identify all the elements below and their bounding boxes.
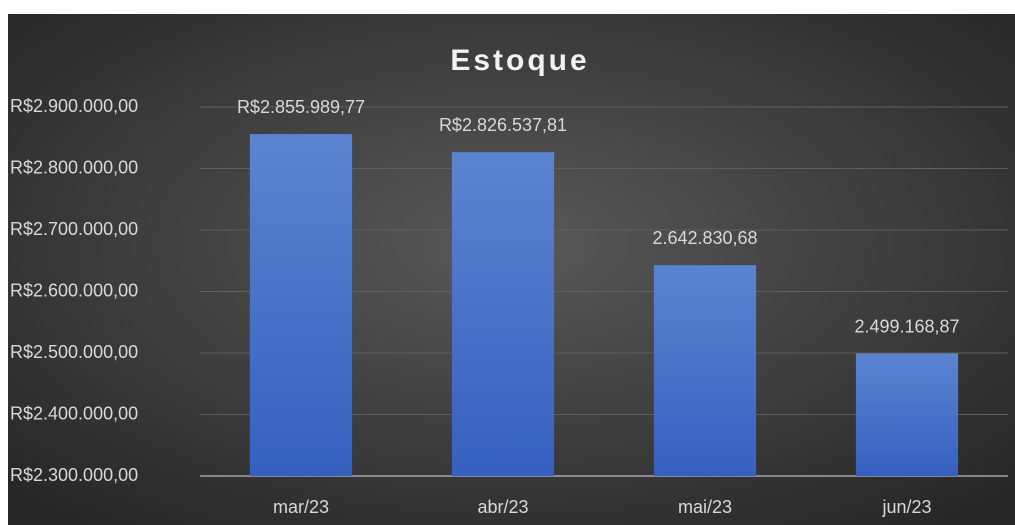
data-label: R$2.855.989,77 <box>237 97 365 117</box>
y-tick-label: R$2.800.000,00 <box>10 157 138 177</box>
bar <box>653 265 757 476</box>
x-tick-label: mai/23 <box>678 497 732 517</box>
x-tick-label: mar/23 <box>273 497 329 517</box>
bar <box>249 134 353 476</box>
x-tick-label: jun/23 <box>881 497 931 517</box>
bar <box>855 353 959 476</box>
y-tick-label: R$2.900.000,00 <box>10 96 138 116</box>
y-tick-label: R$2.700.000,00 <box>10 219 138 239</box>
y-tick-label: R$2.300.000,00 <box>10 465 138 485</box>
data-label: 2.642.830,68 <box>652 228 757 248</box>
chart-title: Estoque <box>450 44 589 77</box>
y-tick-label: R$2.400.000,00 <box>10 403 138 423</box>
data-label: 2.499.168,87 <box>854 316 959 336</box>
x-tick-label: abr/23 <box>477 497 528 517</box>
data-label: R$2.826.537,81 <box>439 115 567 135</box>
y-tick-label: R$2.600.000,00 <box>10 280 138 300</box>
y-tick-label: R$2.500.000,00 <box>10 342 138 362</box>
bar <box>451 152 555 476</box>
